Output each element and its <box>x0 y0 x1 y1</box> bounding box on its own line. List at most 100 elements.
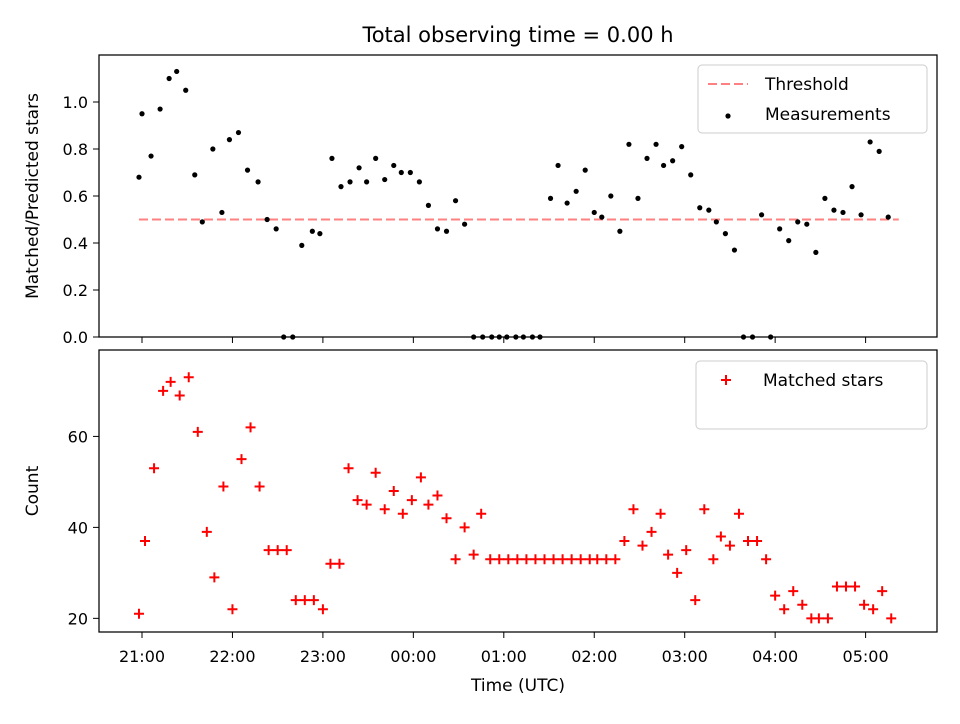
data-point <box>779 604 790 615</box>
y-tick-label: 0.6 <box>63 187 88 206</box>
data-point <box>688 172 694 178</box>
data-point <box>165 376 176 387</box>
data-point <box>382 176 388 183</box>
data-point <box>317 604 328 615</box>
data-point <box>877 586 888 597</box>
legend-plus-swatch <box>721 375 731 385</box>
data-point <box>813 613 824 624</box>
data-point <box>555 162 561 169</box>
x-tick-label: 01:00 <box>481 647 527 666</box>
data-point <box>564 200 570 206</box>
data-point <box>485 554 496 565</box>
x-tick-label: 00:00 <box>390 647 436 666</box>
data-point <box>859 599 870 610</box>
data-point <box>133 608 144 619</box>
data-point <box>452 198 459 204</box>
data-point <box>496 334 502 340</box>
data-point <box>397 508 408 519</box>
data-point <box>740 334 747 340</box>
data-point <box>157 106 163 112</box>
data-point <box>601 554 612 565</box>
y-tick-label: 60 <box>68 427 88 446</box>
data-point <box>244 167 251 173</box>
data-point <box>788 586 799 597</box>
data-point <box>503 554 514 565</box>
data-point <box>468 549 479 560</box>
data-point <box>713 219 719 225</box>
data-point <box>139 111 145 117</box>
data-point <box>209 572 220 583</box>
data-point <box>548 554 559 565</box>
y-tick-label: 0.8 <box>63 140 88 159</box>
data-point <box>831 581 842 592</box>
data-point <box>679 144 685 150</box>
data-point <box>660 162 667 169</box>
data-point <box>441 513 452 524</box>
data-point <box>867 139 873 145</box>
x-tick-label: 05:00 <box>843 647 889 666</box>
data-point <box>347 179 353 185</box>
data-point <box>476 508 487 519</box>
data-point <box>822 613 833 624</box>
data-point <box>210 146 216 152</box>
data-point <box>201 526 212 537</box>
data-point <box>434 226 441 232</box>
data-point <box>199 219 205 225</box>
data-point <box>512 554 523 565</box>
data-point <box>513 334 519 340</box>
bottom-y-axis-label: Count <box>23 465 43 516</box>
data-point <box>264 216 270 223</box>
data-point <box>281 334 287 340</box>
data-point <box>699 504 710 515</box>
data-point <box>373 155 379 161</box>
data-point <box>329 155 335 161</box>
data-point <box>379 504 390 515</box>
y-tick-label: 20 <box>68 609 88 628</box>
data-point <box>299 242 305 248</box>
data-point <box>309 228 315 234</box>
data-point <box>529 334 536 340</box>
data-point <box>547 195 554 201</box>
x-tick-label: 03:00 <box>662 647 708 666</box>
data-point <box>655 508 666 519</box>
data-point <box>343 463 354 474</box>
data-point <box>364 179 370 185</box>
data-point <box>521 554 532 565</box>
data-point <box>432 490 443 501</box>
legend-dot-swatch <box>725 113 731 119</box>
data-point <box>226 137 233 143</box>
legend-label: Threshold <box>764 75 849 95</box>
data-point <box>822 195 828 201</box>
data-point <box>610 554 621 565</box>
data-point <box>425 202 432 208</box>
data-point <box>388 486 399 496</box>
data-point <box>708 554 719 565</box>
data-point <box>290 595 301 606</box>
data-point <box>724 540 735 551</box>
data-point <box>733 508 744 519</box>
data-point <box>749 334 756 340</box>
data-point <box>663 549 674 560</box>
data-point <box>245 422 256 433</box>
data-point <box>715 531 726 542</box>
data-point <box>254 481 265 492</box>
x-tick-label: 22:00 <box>209 647 255 666</box>
data-point <box>352 495 363 506</box>
y-tick-label: 0.4 <box>63 234 88 253</box>
data-point <box>758 212 765 218</box>
data-point <box>690 595 701 606</box>
y-tick-label: 0.0 <box>63 328 88 347</box>
data-point <box>370 467 381 478</box>
data-point <box>281 545 292 556</box>
data-point <box>273 226 279 232</box>
data-point <box>227 604 238 615</box>
bottom-panel: 20 40 60 21:00 22:00 23:00 00:00 01:00 02:00 03:0… <box>23 349 938 696</box>
y-tick-label: 1.0 <box>63 93 88 112</box>
data-point <box>149 463 160 474</box>
data-point <box>423 499 434 510</box>
data-point <box>192 426 203 437</box>
y-tick-label: 40 <box>68 518 88 537</box>
data-point <box>299 595 310 606</box>
data-point <box>573 188 579 194</box>
